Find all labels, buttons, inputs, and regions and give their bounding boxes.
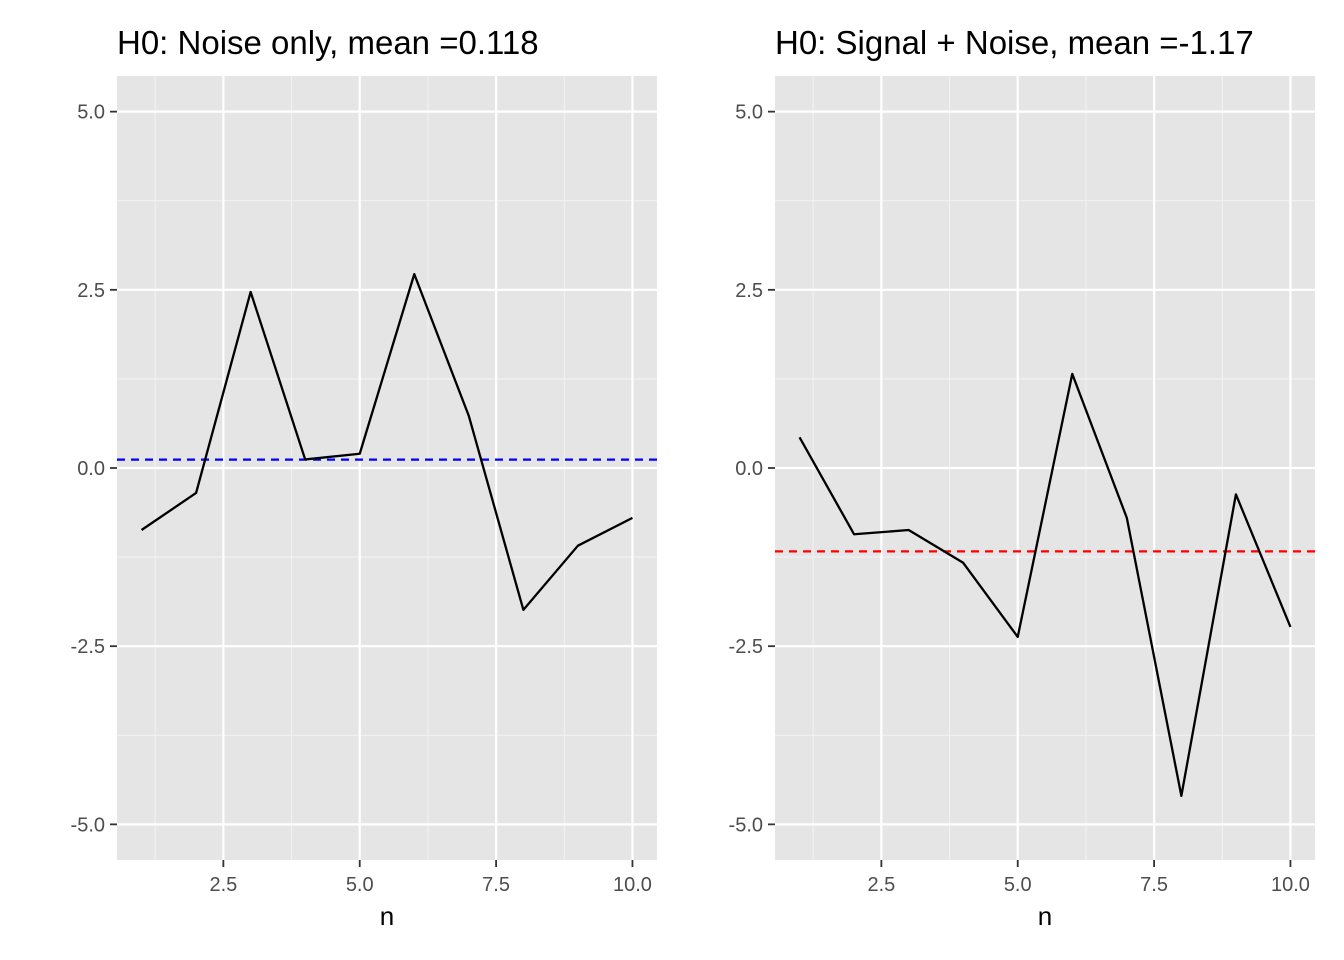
panel-signal-plus-noise: H0: Signal + Noise, mean =-1.17 -5.0 -2.5… [729,24,1315,931]
plot-area: -5.0 -2.5 0.0 2.5 5.0 2.5 5.0 7.5 10.0 [71,76,657,896]
y-tick-label: -5.0 [71,814,105,836]
y-tick-label: 5.0 [77,102,105,124]
x-axis-title: n [1038,901,1052,931]
series-line [140,272,633,611]
series-line [798,372,1292,797]
x-tick-label: 2.5 [209,874,237,896]
x-tick-label: 7.5 [1140,874,1168,896]
x-tick-label: 10.0 [1271,874,1310,896]
y-tick-label: 0.0 [735,458,763,480]
y-tick-label: 0.0 [77,458,105,480]
y-tick-label: -5.0 [729,814,763,836]
panel-title: H0: Noise only, mean =0.118 [117,24,539,61]
plot-area: -5.0 -2.5 0.0 2.5 5.0 2.5 5.0 7.5 10.0 [729,76,1315,896]
x-tick-label: 10.0 [613,874,652,896]
x-tick-label: 2.5 [867,874,895,896]
x-axis-title: n [380,901,394,931]
x-tick-label: 7.5 [482,874,510,896]
x-tick-label: 5.0 [1004,874,1032,896]
panel-title: H0: Signal + Noise, mean =-1.17 [775,24,1254,61]
y-tick-label: -2.5 [729,636,763,658]
y-tick-label: 2.5 [77,280,105,302]
panel-noise-only: H0: Noise only, mean =0.118 -5.0 -2.5 0.0 2… [71,24,657,931]
y-tick-label: -2.5 [71,636,105,658]
y-tick-label: 2.5 [735,280,763,302]
y-tick-label: 5.0 [735,102,763,124]
x-tick-label: 5.0 [346,874,374,896]
